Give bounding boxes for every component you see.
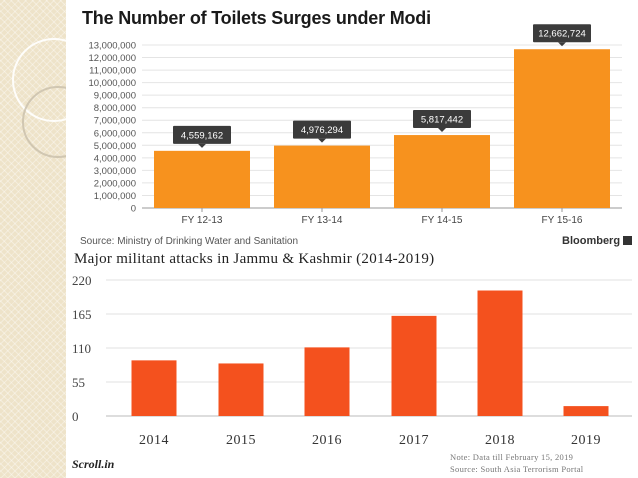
toilets-chart-panel: The Number of Toilets Surges under Modi … — [66, 0, 638, 250]
toilets-y-tick-label: 7,000,000 — [94, 116, 136, 127]
attacks-x-tick-label: 2018 — [485, 433, 515, 448]
toilets-value-label: 5,817,442 — [421, 115, 463, 126]
attacks-bar — [563, 406, 609, 416]
toilets-bar — [514, 49, 610, 208]
attacks-bar — [391, 315, 437, 416]
toilets-value-callout-pointer — [558, 42, 566, 47]
attacks-y-tick-label: 220 — [72, 273, 92, 288]
toilets-value-label: 4,559,162 — [181, 130, 223, 141]
toilets-value-callout — [293, 120, 351, 139]
attacks-chart-note: Note: Data till February 15, 2019 — [450, 452, 574, 462]
scroll-logo: Scroll.in — [72, 457, 115, 471]
attacks-y-tick-label: 55 — [72, 375, 85, 390]
toilets-bar — [154, 150, 250, 208]
toilets-bar — [274, 145, 370, 208]
toilets-value-callout-pointer — [318, 138, 326, 143]
bloomberg-logo-icon — [623, 236, 633, 245]
toilets-y-tick-label: 9,000,000 — [94, 91, 136, 102]
toilets-y-tick-label: 13,000,000 — [88, 41, 136, 52]
toilets-value-callout — [173, 125, 231, 144]
toilets-value-callout-pointer — [198, 143, 206, 148]
attacks-y-tick-label: 110 — [72, 341, 91, 356]
bloomberg-brand-text: Bloomberg — [562, 235, 621, 247]
toilets-value-callout — [533, 24, 591, 43]
toilets-chart-title: The Number of Toilets Surges under Modi — [82, 8, 431, 28]
toilets-value-callout — [413, 110, 471, 129]
toilets-y-tick-label: 10,000,000 — [88, 78, 136, 89]
toilets-y-tick-label: 0 — [131, 204, 136, 215]
toilets-value-label: 12,662,724 — [538, 29, 586, 40]
toilets-y-tick-label: 5,000,000 — [94, 141, 136, 152]
attacks-x-tick-label: 2016 — [312, 433, 342, 448]
toilets-x-tick-label: FY 15-16 — [542, 215, 583, 226]
attacks-x-tick-label: 2015 — [226, 433, 256, 448]
toilets-y-tick-label: 11,000,000 — [89, 66, 136, 77]
attacks-bar — [304, 347, 350, 416]
attacks-y-tick-label: 0 — [72, 409, 79, 424]
attacks-x-tick-label: 2019 — [571, 433, 601, 448]
attacks-chart-panel: Major militant attacks in Jammu & Kashmi… — [66, 250, 638, 478]
attacks-bar — [131, 360, 177, 416]
attacks-bar-chart: 0 55 110 165 220 2014 2015 2016 2017 2018 2019 — [72, 273, 632, 448]
toilets-y-tick-label: 4,000,000 — [94, 153, 136, 164]
attacks-chart-source: Source: South Asia Terrorism Portal — [450, 464, 584, 474]
attacks-x-tick-label: 2017 — [399, 433, 429, 448]
attacks-bar — [477, 290, 523, 416]
toilets-x-tick-label: FY 13-14 — [302, 215, 343, 226]
toilets-bar — [394, 135, 490, 208]
attacks-bar — [218, 363, 264, 416]
toilets-x-tick-label: FY 12-13 — [182, 215, 223, 226]
toilets-y-tick-label: 8,000,000 — [94, 103, 136, 114]
attacks-chart-title: Major militant attacks in Jammu & Kashmi… — [74, 251, 435, 267]
toilets-y-tick-label: 12,000,000 — [88, 53, 136, 64]
toilets-y-tick-label: 2,000,000 — [94, 178, 136, 189]
toilets-y-tick-label: 1,000,000 — [94, 191, 136, 202]
toilets-value-label: 4,976,294 — [301, 125, 343, 136]
toilets-y-tick-label: 6,000,000 — [94, 128, 136, 139]
attacks-x-tick-label: 2014 — [139, 433, 169, 448]
toilets-value-callout-pointer — [438, 128, 446, 133]
toilets-y-tick-label: 3,000,000 — [94, 166, 136, 177]
attacks-y-tick-label: 165 — [72, 307, 92, 322]
toilets-x-tick-label: FY 14-15 — [422, 215, 463, 226]
toilets-chart-source: Source: Ministry of Drinking Water and S… — [80, 236, 299, 247]
bloomberg-brand: Bloomberg — [562, 235, 633, 247]
